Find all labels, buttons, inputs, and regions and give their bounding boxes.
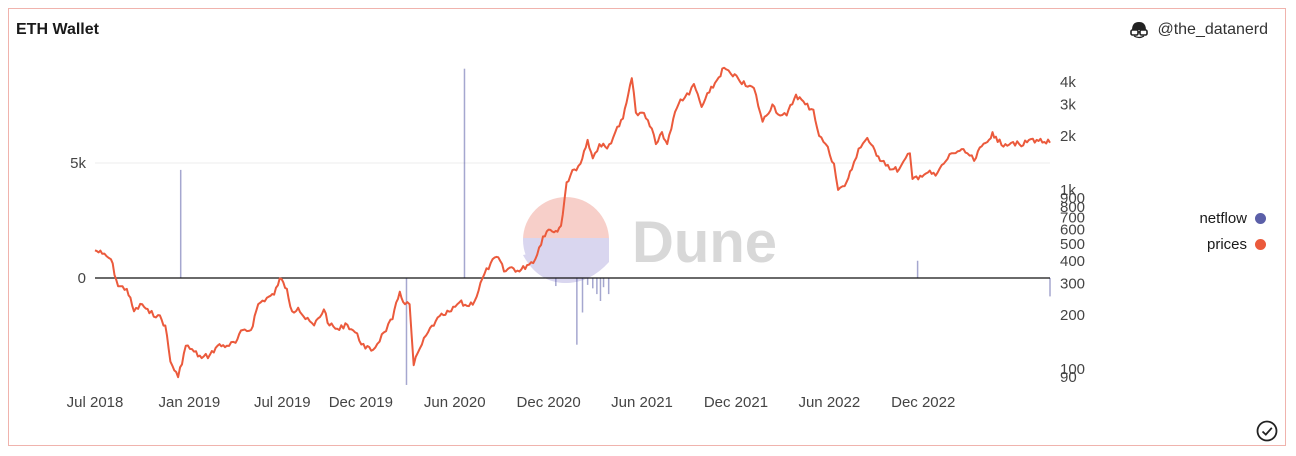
chart-title: ETH Wallet [16, 21, 99, 38]
legend-item-netflow[interactable]: netflow [1199, 205, 1266, 231]
x-axis-tick-label: Jun 2021 [611, 394, 673, 411]
right-axis-tick-label: 900 [1060, 190, 1085, 207]
right-axis-tick-label: 400 [1060, 253, 1085, 270]
netflow-bar [405, 278, 408, 385]
netflow-bar [555, 278, 557, 287]
right-axis-tick-label: 100 [1060, 361, 1085, 378]
netflow-bar [596, 278, 598, 295]
author-credit[interactable]: @the_datanerd [1129, 21, 1268, 39]
netflow-bar [602, 278, 605, 288]
right-axis-tick-label: 200 [1060, 307, 1085, 324]
netflow-bar [607, 278, 610, 295]
legend-label-prices: prices [1206, 235, 1247, 253]
right-axis-tick-label: 700 [1060, 210, 1085, 227]
netflow-bar [463, 68, 466, 278]
legend-item-prices[interactable]: prices [1199, 231, 1266, 257]
chart-card [8, 8, 1286, 446]
chart-legend: netflow prices [1199, 205, 1266, 257]
dune-logo-wedge [523, 238, 609, 283]
dune-logo-top-half [523, 197, 609, 238]
x-axis-tick-label: Jun 2022 [798, 394, 860, 411]
netflow-bar [1049, 278, 1051, 297]
dune-watermark: Dune [523, 197, 777, 283]
netflow-bar [586, 278, 589, 285]
legend-dot-netflow [1255, 212, 1266, 224]
legend-label-netflow: netflow [1199, 209, 1247, 227]
right-axis-tick-label: 2k [1060, 128, 1076, 145]
x-axis-tick-label: Dec 2019 [329, 394, 393, 411]
right-axis-tick-label: 4k [1060, 74, 1076, 91]
glasses-face-icon [1130, 22, 1149, 39]
right-axis-tick-label: 800 [1060, 199, 1085, 216]
netflow-bar [581, 278, 584, 313]
right-axis-tick-label: 500 [1060, 236, 1085, 253]
x-axis-tick-label: Jul 2018 [67, 394, 124, 411]
dune-watermark-text: Dune [632, 210, 777, 275]
prices-line [94, 66, 1051, 379]
netflow-bar [576, 278, 578, 345]
x-axis-tick-label: Jul 2019 [254, 394, 311, 411]
x-axis-tick-label: Jun 2020 [424, 394, 486, 411]
netflow-bar [179, 169, 182, 278]
x-axis-tick-label: Dec 2020 [517, 394, 581, 411]
right-axis-tick-label: 90 [1060, 369, 1077, 386]
legend-dot-prices [1255, 238, 1266, 250]
right-axis-tick-label: 1k [1060, 182, 1076, 199]
right-axis-tick-label: 300 [1060, 276, 1085, 293]
left-axis-tick-label: 0 [78, 270, 86, 287]
netflow-bar [916, 260, 919, 278]
right-axis-tick-label: 3k [1060, 96, 1076, 113]
x-axis-tick-label: Dec 2022 [891, 394, 955, 411]
x-axis-tick-label: Jan 2019 [159, 394, 221, 411]
left-axis-tick-label: 5k [70, 155, 86, 172]
x-axis-tick-label: Dec 2021 [704, 394, 768, 411]
author-handle: @the_datanerd [1157, 21, 1268, 38]
check-circle-icon[interactable] [1256, 420, 1278, 442]
netflow-bar [599, 278, 602, 301]
netflow-bar [592, 278, 594, 289]
right-axis-tick-label: 600 [1060, 222, 1085, 239]
